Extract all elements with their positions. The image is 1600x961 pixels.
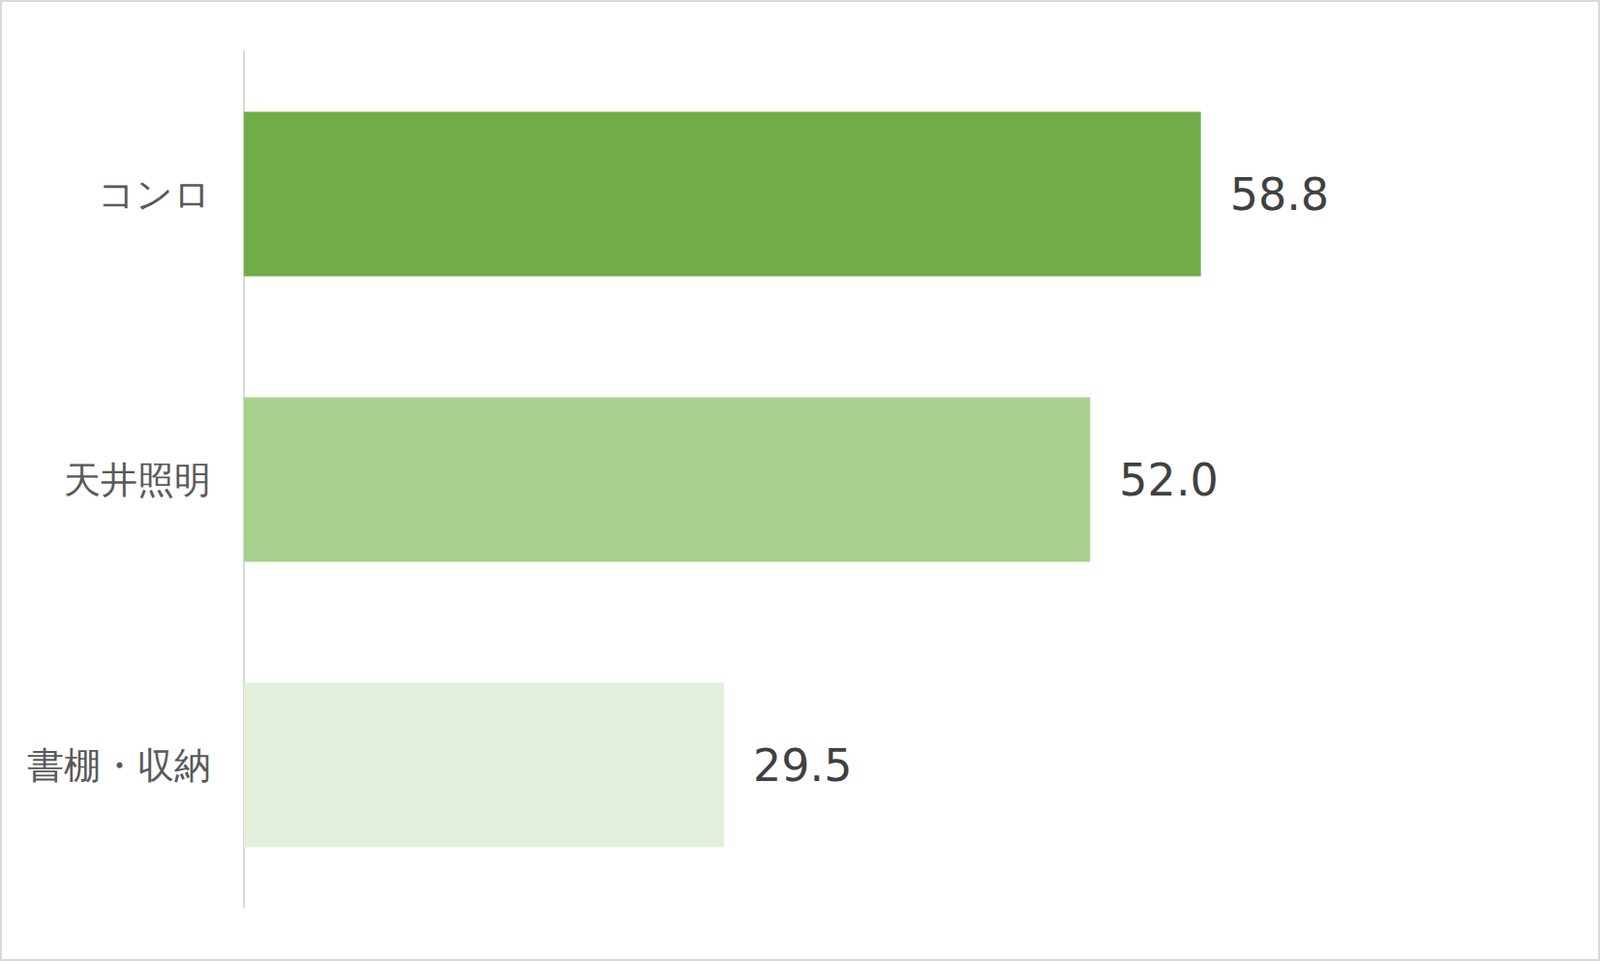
svg-text:52.0: 52.0	[1118, 453, 1218, 507]
svg-text:58.8: 58.8	[1230, 168, 1329, 221]
svg-text:29.5: 29.5	[753, 739, 852, 792]
svg-text:書棚・収納: 書棚・収納	[27, 744, 212, 787]
svg-text:コンロ: コンロ	[97, 173, 212, 216]
svg-text:天井照明: 天井照明	[63, 458, 212, 502]
